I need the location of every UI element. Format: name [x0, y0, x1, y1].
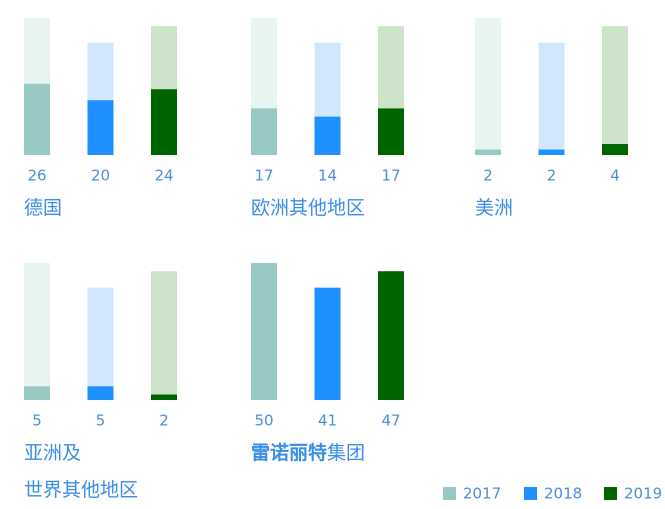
legend-swatch: [524, 487, 537, 500]
panel-title: 德国: [24, 197, 62, 219]
panel-title-line: 亚洲及: [24, 442, 81, 464]
panel-title-line: 世界其他地区: [24, 479, 138, 501]
panel-title-line: 美洲: [475, 197, 513, 219]
bar: [314, 116, 341, 155]
value-label: 5: [96, 412, 106, 430]
total-background-bar: [475, 18, 501, 155]
value-label: 5: [32, 412, 42, 430]
panel-title: 美洲: [475, 197, 513, 219]
bar: [378, 108, 404, 155]
value-label: 2: [547, 167, 557, 185]
total-background-bar: [538, 42, 565, 155]
legend-swatch: [443, 487, 456, 500]
total-background-bar: [87, 287, 114, 400]
total-background-bar: [24, 263, 50, 400]
bar: [251, 263, 277, 400]
bar: [24, 83, 50, 155]
value-label: 4: [610, 167, 620, 185]
panel-title: 雷诺丽特集团: [251, 442, 365, 464]
value-label: 41: [318, 412, 337, 430]
bar: [151, 394, 177, 400]
bar: [602, 144, 628, 155]
legend-label: 2017: [463, 485, 501, 503]
total-background-bar: [602, 26, 628, 155]
total-background-bar: [151, 271, 177, 400]
panel-title-line: 德国: [24, 197, 62, 219]
value-label: 50: [254, 412, 273, 430]
panel-title-line: 欧洲其他地区: [251, 197, 365, 219]
value-label: 20: [91, 167, 110, 185]
value-label: 26: [27, 167, 46, 185]
panel-title-line: 集团: [327, 442, 365, 464]
panel-title-bold: 雷诺丽特: [251, 442, 327, 464]
value-label: 2: [483, 167, 493, 185]
bar: [251, 108, 277, 155]
bar: [475, 149, 501, 155]
bar: [87, 100, 114, 155]
bar: [24, 386, 50, 400]
value-label: 17: [254, 167, 273, 185]
legend-label: 2018: [544, 485, 582, 503]
value-label: 24: [154, 167, 173, 185]
bar: [378, 271, 404, 400]
bar: [538, 149, 565, 155]
legend-swatch: [604, 487, 617, 500]
legend-label: 2019: [624, 485, 662, 503]
bar: [151, 89, 177, 155]
panel-title: 世界其他地区: [24, 479, 138, 501]
value-label: 47: [381, 412, 400, 430]
panel-title: 亚洲及: [24, 442, 81, 464]
value-label: 2: [159, 412, 169, 430]
value-label: 17: [381, 167, 400, 185]
bar: [87, 386, 114, 400]
panel-title: 欧洲其他地区: [251, 197, 365, 219]
value-label: 14: [318, 167, 337, 185]
bar: [314, 287, 341, 400]
